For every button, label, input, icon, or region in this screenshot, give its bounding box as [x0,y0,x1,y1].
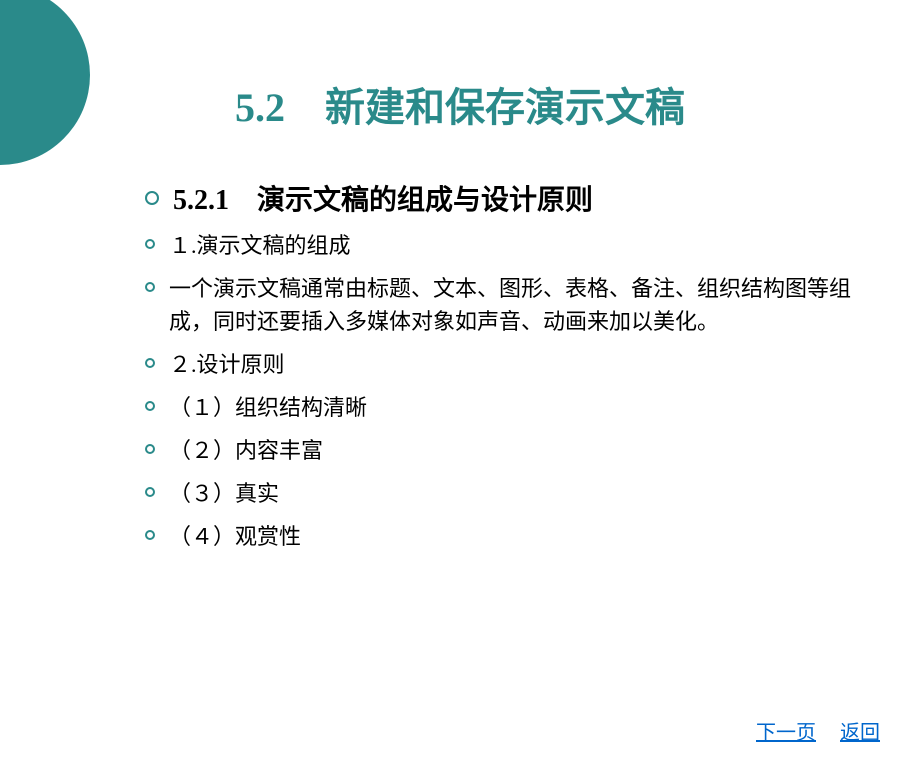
back-link[interactable]: 返回 [840,716,880,745]
bullet-text: （３）真实 [169,477,279,510]
bullet-item: （２）内容丰富 [145,434,860,467]
bullet-item: ２.设计原则 [145,348,860,381]
bullet-text: （２）内容丰富 [169,434,323,467]
bullet-icon [145,191,159,205]
bullet-item: （１）组织结构清晰 [145,391,860,424]
bullet-text: 一个演示文稿通常由标题、文本、图形、表格、备注、组织结构图等组成，同时还要插入多… [169,272,860,338]
bullet-text: （４）观赏性 [169,520,301,553]
bullet-text: （１）组织结构清晰 [169,391,367,424]
bullet-text: １.演示文稿的组成 [169,229,351,262]
bullet-icon [145,530,155,540]
subtitle-text: 5.2.1 演示文稿的组成与设计原则 [173,183,593,219]
bullet-subtitle: 5.2.1 演示文稿的组成与设计原则 [145,183,860,219]
slide-content: 5.2.1 演示文稿的组成与设计原则 １.演示文稿的组成 一个演示文稿通常由标题… [145,183,860,553]
bullet-item: １.演示文稿的组成 [145,229,860,262]
bullet-item: （４）观赏性 [145,520,860,553]
bullet-text: ２.设计原则 [169,348,285,381]
nav-links: 下一页 返回 [756,716,880,745]
bullet-item: （３）真实 [145,477,860,510]
slide-title: 5.2 新建和保存演示文稿 [0,75,920,133]
bullet-item: 一个演示文稿通常由标题、文本、图形、表格、备注、组织结构图等组成，同时还要插入多… [145,272,860,338]
bullet-icon [145,358,155,368]
bullet-icon [145,282,155,292]
bullet-icon [145,487,155,497]
bullet-icon [145,401,155,411]
next-page-link[interactable]: 下一页 [756,716,816,745]
bullet-icon [145,239,155,249]
bullet-icon [145,444,155,454]
decorative-corner-arc [0,0,90,165]
